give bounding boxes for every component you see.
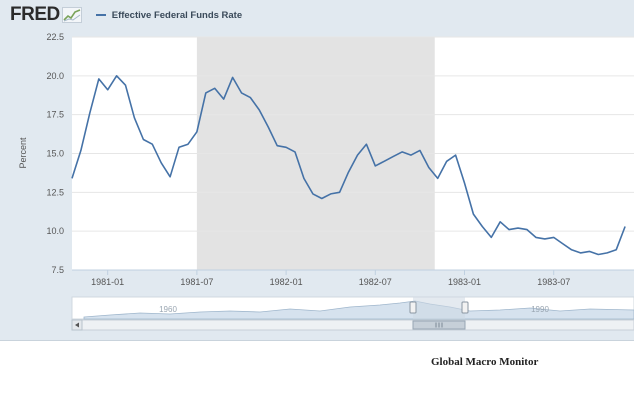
y-tick-label: 12.5 xyxy=(46,187,64,197)
navigator-left-label: 1960 xyxy=(159,305,177,314)
y-tick-label: 15.0 xyxy=(46,149,64,159)
y-axis: 7.5 10.0 12.5 15.0 17.5 20.0 22.5 xyxy=(46,32,64,275)
navigator-series xyxy=(83,300,634,320)
y-axis-label: Percent xyxy=(18,137,28,169)
navigator-selection[interactable] xyxy=(413,297,465,319)
legend-swatch xyxy=(95,14,106,16)
line-chart: 7.510.012.515.017.520.022.5 1981-01 1981-… xyxy=(18,32,634,331)
x-tick-label: 1981-01 xyxy=(91,277,124,287)
y-tick-label: 22.5 xyxy=(46,32,64,42)
y-tick-label: 20.0 xyxy=(46,71,64,81)
scrollbar-track[interactable] xyxy=(71,319,634,331)
chart-panel: FRED Effective Federal Funds Rate 7.5 10.… xyxy=(0,0,634,341)
y-tick-label: 7.5 xyxy=(51,265,64,275)
x-tick-label: 1982-07 xyxy=(359,277,392,287)
chart-line-icon xyxy=(61,7,82,23)
chart-legend: Effective Federal Funds Rate xyxy=(95,9,243,21)
arrow-left-icon xyxy=(75,322,79,328)
chart-header: FRED Effective Federal Funds Rate xyxy=(10,4,242,26)
range-navigator[interactable]: 1960 1990 xyxy=(71,296,634,320)
grip-icon xyxy=(435,322,443,328)
x-tick-label: 1982-01 xyxy=(270,277,303,287)
navigator-handle-left[interactable] xyxy=(409,301,417,314)
navigator-handle-right[interactable] xyxy=(461,301,469,314)
y-tick-label: 17.5 xyxy=(46,110,64,120)
navigator-right-label: 1990 xyxy=(531,305,549,314)
y-tick-label: 10.0 xyxy=(46,226,64,236)
fred-logo[interactable]: FRED xyxy=(10,4,60,25)
series-line-effective-federal-funds-rate[interactable] xyxy=(71,75,626,256)
x-tick-label: 1981-07 xyxy=(180,277,213,287)
credit-text: Global Macro Monitor xyxy=(431,356,539,368)
x-tick-label: 1983-07 xyxy=(537,277,570,287)
x-tick-label: 1983-01 xyxy=(448,277,481,287)
legend-label[interactable]: Effective Federal Funds Rate xyxy=(111,9,243,21)
x-axis: 1981-01 1981-07 1982-01 1982-07 1983-01 1983-… xyxy=(72,269,634,287)
navigator-scrollbar[interactable] xyxy=(71,319,634,331)
